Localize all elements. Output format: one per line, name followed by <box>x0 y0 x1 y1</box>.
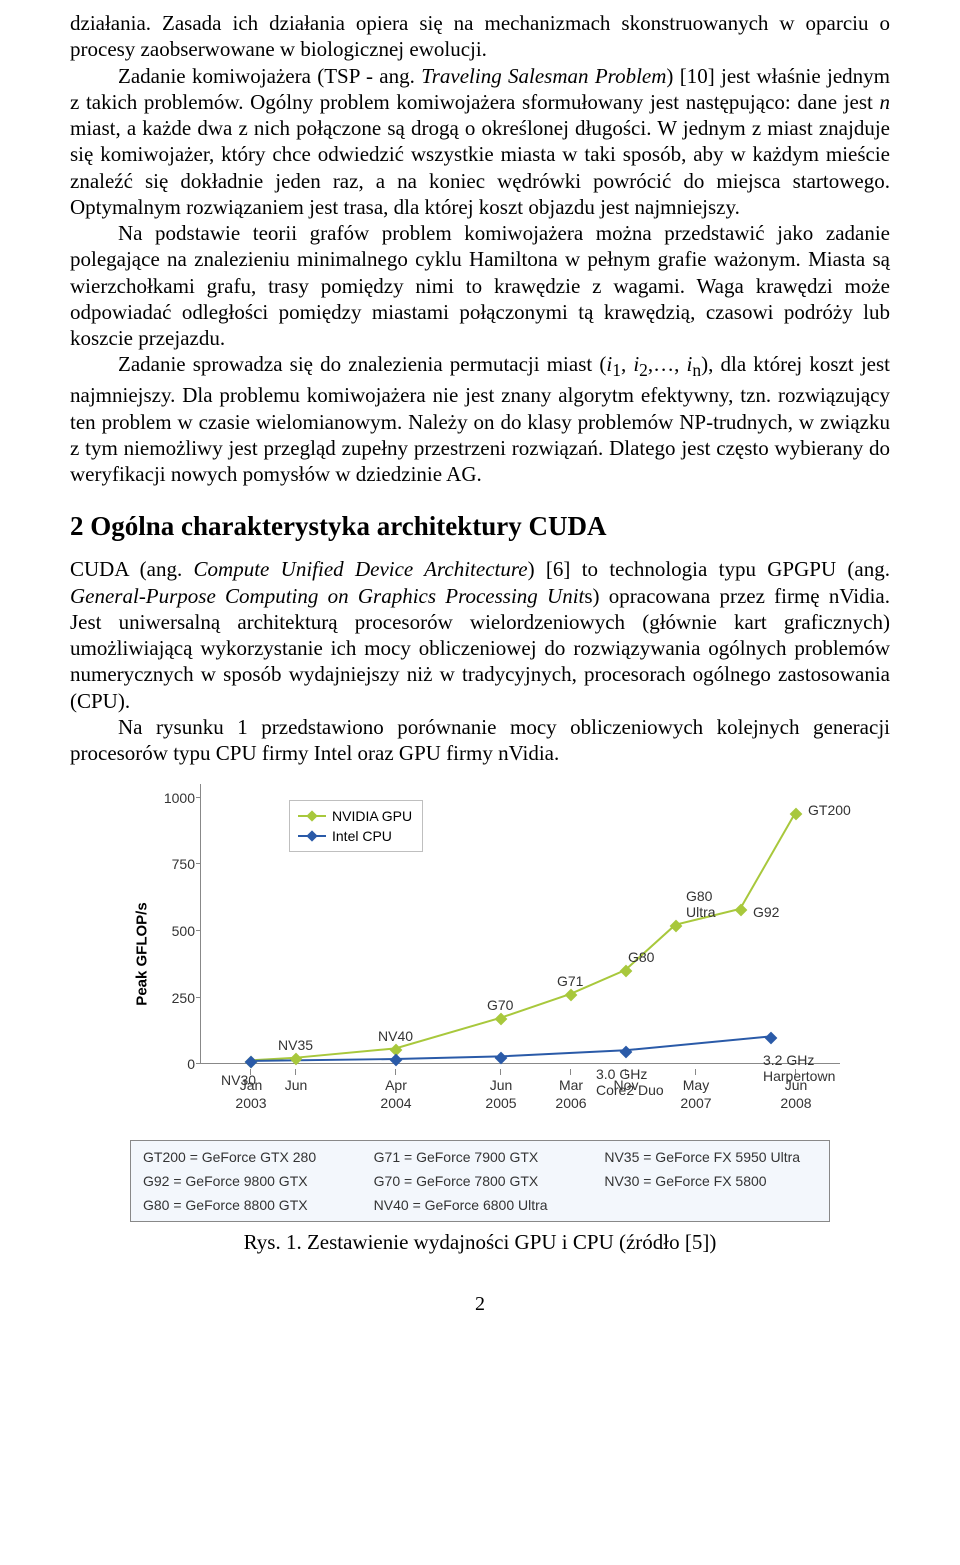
legend-label: Intel CPU <box>332 828 392 844</box>
x-tick-label: Jan2003 <box>235 1077 266 1112</box>
text: miast, a każde dwa z nich połączone są d… <box>70 116 890 219</box>
y-tick-label: 0 <box>187 1056 195 1072</box>
italic-term: Traveling Salesman Problem <box>421 64 666 88</box>
body-paragraph: Zadanie sprowadza się do znalezienia per… <box>70 351 890 487</box>
gpu-table-cell: G92 = GeForce 9800 GTX <box>143 1173 356 1189</box>
italic-term: General-Purpose Computing on Graphics Pr… <box>70 584 584 608</box>
subscript: 1 <box>612 360 621 380</box>
plot-area: NVIDIA GPUIntel CPU 02505007501000Jan200… <box>200 784 840 1064</box>
x-tick-mark <box>795 1069 796 1075</box>
legend-label: NVIDIA GPU <box>332 808 412 824</box>
legend-item: NVIDIA GPU <box>298 806 412 826</box>
y-tick-mark <box>196 797 201 798</box>
x-tick-mark <box>570 1069 571 1075</box>
y-tick-mark <box>196 863 201 864</box>
x-tick-label: May2007 <box>680 1077 711 1112</box>
chart-legend: NVIDIA GPU Intel CPU <box>289 800 423 852</box>
legend-marker <box>306 811 317 822</box>
y-tick-label: 500 <box>172 923 195 939</box>
y-tick-mark <box>196 997 201 998</box>
x-tick-mark <box>695 1069 696 1075</box>
figure: Peak GFLOP/s NVIDIA GPU Intel CPU 0 250 500… <box>70 784 890 1255</box>
subscript: n <box>692 360 701 380</box>
gpu-table-cell: G80 = GeForce 8800 GTX <box>143 1197 356 1213</box>
italic-var: n <box>880 90 891 114</box>
y-tick-label: 750 <box>172 856 195 872</box>
subscript: 2 <box>639 360 648 380</box>
text: , <box>621 352 633 376</box>
x-tick-label: Jun <box>285 1077 308 1095</box>
x-tick-label: Apr2004 <box>380 1077 411 1112</box>
x-tick-label: Mar2006 <box>555 1077 586 1112</box>
legend-swatch <box>298 815 326 817</box>
body-paragraph: Na podstawie teorii grafów problem komiw… <box>70 220 890 351</box>
gpu-table-cell: GT200 = GeForce GTX 280 <box>143 1149 356 1165</box>
figure-caption: Rys. 1. Zestawienie wydajności GPU i CPU… <box>70 1230 890 1255</box>
gpu-model-table: GT200 = GeForce GTX 280 G71 = GeForce 790… <box>130 1140 830 1222</box>
x-tick-label: Jun2008 <box>780 1077 811 1112</box>
gpu-table-cell: G70 = GeForce 7800 GTX <box>374 1173 587 1189</box>
body-paragraph: CUDA (ang. Compute Unified Device Archit… <box>70 556 890 714</box>
x-tick-label: Jun2005 <box>485 1077 516 1112</box>
section-heading: 2 Ogólna charakterystyka architektury CU… <box>70 511 890 542</box>
text: Zadanie sprowadza się do znalezienia per… <box>118 352 606 376</box>
legend-item: Intel CPU <box>298 826 412 846</box>
y-tick-mark <box>196 930 201 931</box>
gpu-table-cell: G71 = GeForce 7900 GTX <box>374 1149 587 1165</box>
legend-swatch <box>298 835 326 837</box>
x-tick-label: Nov <box>614 1077 639 1095</box>
body-paragraph: Zadanie komiwojażera (TSP - ang. Traveli… <box>70 63 890 221</box>
italic-term: Compute Unified Device Architecture <box>194 557 528 581</box>
text: ,…, <box>648 352 687 376</box>
performance-chart: Peak GFLOP/s NVIDIA GPUIntel CPU 0250500… <box>160 784 860 1124</box>
gpu-table-cell: NV35 = GeForce FX 5950 Ultra <box>604 1149 817 1165</box>
gpu-table-cell: NV30 = GeForce FX 5800 <box>604 1173 817 1189</box>
x-tick-mark <box>500 1069 501 1075</box>
gpu-table-cell: NV40 = GeForce 6800 Ultra <box>374 1197 587 1213</box>
text: ) [6] to technologia typu GPGPU (ang. <box>528 557 890 581</box>
x-tick-mark <box>395 1069 396 1075</box>
y-axis-title: Peak GFLOP/s <box>134 903 151 1006</box>
x-tick-mark <box>295 1069 296 1075</box>
gpu-table-cell <box>604 1197 817 1213</box>
x-tick-mark <box>250 1069 251 1075</box>
y-tick-mark <box>196 1063 201 1064</box>
y-tick-label: 1000 <box>164 790 195 806</box>
x-tick-mark <box>625 1069 626 1075</box>
text: Zadanie komiwojażera (TSP - ang. <box>118 64 421 88</box>
y-tick-label: 250 <box>172 990 195 1006</box>
text: CUDA (ang. <box>70 557 194 581</box>
body-paragraph: Na rysunku 1 przedstawiono porównanie mo… <box>70 714 890 767</box>
body-paragraph: działania. Zasada ich działania opiera s… <box>70 10 890 63</box>
legend-marker <box>306 831 317 842</box>
page-number: 2 <box>70 1293 890 1316</box>
